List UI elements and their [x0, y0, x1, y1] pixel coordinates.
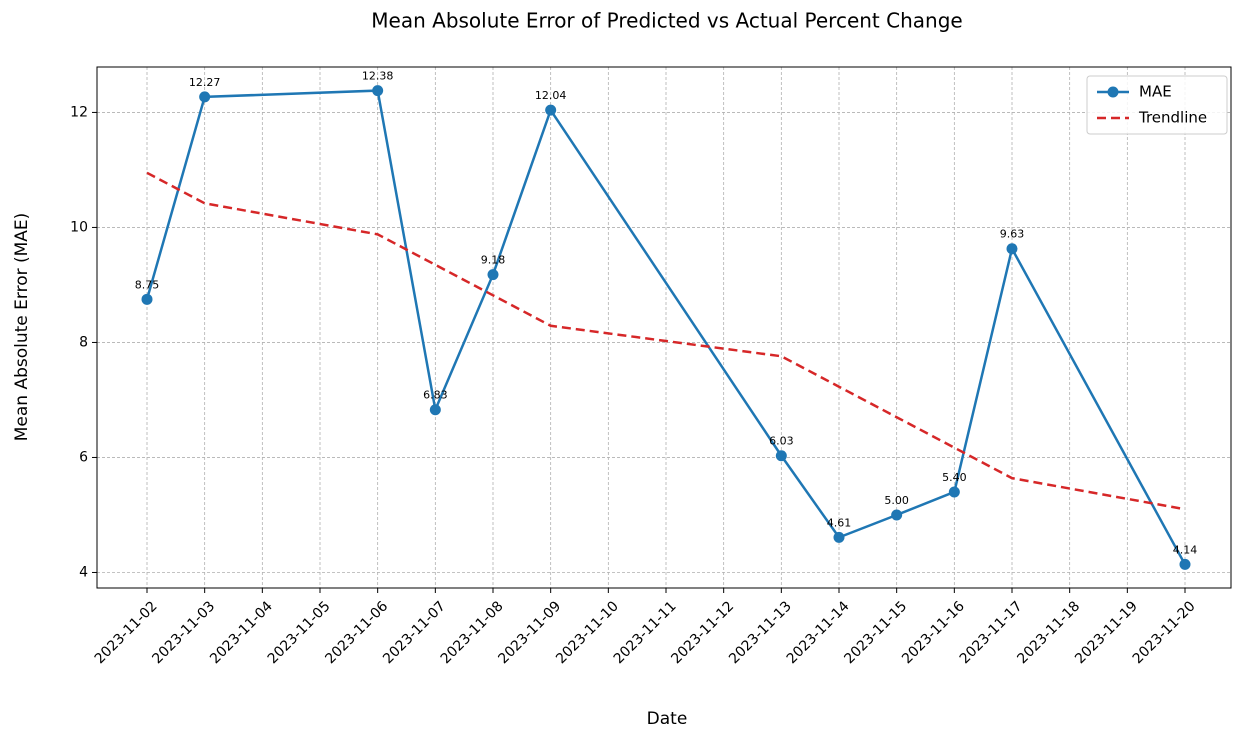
value-label: 6.03 [769, 435, 794, 448]
y-axis-label: Mean Absolute Error (MAE) [12, 213, 32, 442]
value-label: 9.63 [1000, 228, 1025, 241]
y-tick-label: 8 [79, 334, 88, 350]
data-point [1006, 243, 1018, 255]
legend-marker [1107, 86, 1119, 98]
value-label: 12.04 [535, 89, 567, 102]
y-tick-label: 6 [79, 449, 88, 465]
value-label: 6.83 [423, 389, 448, 402]
data-point [372, 85, 384, 97]
y-tick-label: 12 [70, 104, 88, 120]
data-point [891, 509, 903, 521]
x-tick-label: 2023-11-20 [1130, 598, 1199, 667]
y-tick-label: 10 [70, 219, 88, 235]
value-label: 5.40 [942, 471, 967, 484]
value-label: 9.18 [481, 254, 506, 267]
legend-box [1086, 75, 1228, 135]
x-axis-label: Date [647, 709, 688, 729]
data-point [948, 486, 960, 498]
chart-title: Mean Absolute Error of Predicted vs Actu… [371, 9, 962, 33]
value-label: 12.27 [189, 76, 221, 89]
data-point [833, 531, 845, 543]
legend-label: Trendline [1138, 109, 1207, 127]
y-tick-label: 4 [79, 564, 88, 580]
data-point [141, 293, 153, 305]
legend-label: MAE [1139, 83, 1172, 101]
value-label: 4.61 [827, 516, 852, 529]
data-point [429, 404, 441, 416]
value-label: 8.75 [135, 278, 160, 291]
data-point [775, 450, 787, 462]
plot-frame [96, 66, 1232, 589]
data-point [199, 91, 211, 103]
series-line [146, 171, 1186, 511]
value-label: 5.00 [884, 494, 909, 507]
data-point [487, 269, 499, 281]
data-point [545, 104, 557, 116]
data-point [1179, 558, 1191, 570]
value-label: 4.14 [1173, 543, 1198, 556]
value-label: 12.38 [362, 70, 394, 83]
